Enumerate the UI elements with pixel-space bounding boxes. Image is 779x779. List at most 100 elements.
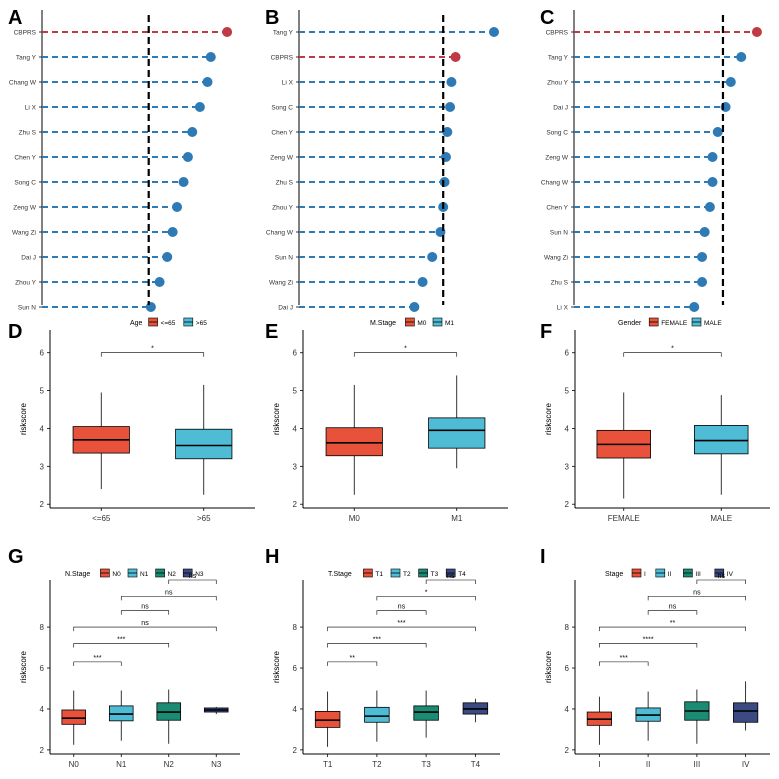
- y-tick-label: 4: [40, 424, 45, 433]
- lollipop-dot: [697, 252, 708, 262]
- panel-letter: C: [540, 7, 554, 29]
- panel-g: G N.Stage N0 N1 N2 N3 2 4 6 8 riskscore N0 N1 N2 N3 ***…: [8, 546, 240, 769]
- y-tick-label: 2: [293, 746, 298, 755]
- x-tick-label: MALE: [710, 514, 732, 523]
- lollipop-dot: [704, 202, 715, 212]
- lollipop-dot: [689, 302, 700, 312]
- legend-entry: III: [695, 571, 701, 578]
- x-tick-label: <=65: [92, 514, 111, 523]
- significance-bracket: [73, 643, 170, 648]
- panel-letter: G: [8, 546, 24, 568]
- lollipop-dot: [427, 252, 438, 262]
- lollipop-dot: [178, 177, 189, 187]
- category-label: Zeng W: [545, 155, 569, 162]
- category-label: Chen Y: [546, 205, 568, 212]
- y-tick-label: 4: [40, 705, 45, 714]
- y-axis-label: riskscore: [544, 402, 553, 435]
- category-label: Song C: [271, 105, 293, 112]
- y-tick-label: 4: [565, 424, 570, 433]
- legend-entry: T4: [458, 571, 466, 578]
- legend-entry: IV: [727, 571, 734, 578]
- significance-bracket: [696, 579, 746, 584]
- lollipop-dot: [154, 277, 165, 287]
- legend-entry: N3: [195, 571, 204, 578]
- y-tick-label: 6: [40, 664, 45, 673]
- significance-bracket: [599, 643, 698, 648]
- category-label: Dai J: [278, 305, 293, 312]
- box: [413, 705, 439, 721]
- lollipop-dot: [417, 277, 428, 287]
- significance-bracket: [327, 626, 476, 632]
- box: [428, 417, 486, 449]
- category-label: Li X: [282, 80, 294, 87]
- box: [694, 425, 749, 455]
- x-tick-label: III: [694, 760, 701, 769]
- significance-bracket: [100, 352, 205, 357]
- x-tick-label: II: [646, 760, 650, 769]
- significance-label: ns: [669, 604, 677, 611]
- y-axis-label: riskscore: [272, 402, 281, 435]
- legend-entry: II: [668, 571, 672, 578]
- panel-letter: H: [265, 546, 279, 568]
- y-tick-label: 3: [40, 462, 45, 471]
- legend-entry: N0: [112, 571, 121, 578]
- significance-label: ***: [93, 655, 101, 662]
- significance-bracket: [599, 661, 649, 666]
- category-label: Song C: [14, 180, 36, 187]
- legend: Age <=65 >65: [130, 317, 207, 327]
- category-label: Zhou Y: [547, 80, 569, 87]
- lollipop-dot: [202, 77, 213, 87]
- category-label: Zhou Y: [272, 205, 294, 212]
- legend-title: N.Stage: [65, 571, 90, 578]
- x-tick-label: N0: [69, 760, 80, 769]
- legend-title: Gender: [618, 320, 642, 327]
- category-label: Tang Y: [273, 30, 294, 37]
- significance-label: ***: [373, 636, 381, 643]
- category-label: Zhu S: [276, 180, 294, 187]
- x-tick-label: M0: [349, 514, 361, 523]
- legend-title: M.Stage: [370, 320, 396, 327]
- x-tick-label: FEMALE: [608, 514, 640, 523]
- category-label: Dai J: [553, 105, 568, 112]
- y-tick-label: 8: [565, 623, 570, 632]
- y-tick-label: 2: [293, 500, 298, 509]
- significance-label: ***: [397, 620, 405, 627]
- box: [314, 711, 341, 728]
- category-label: Tang Y: [16, 55, 37, 62]
- category-label: Dai J: [21, 255, 36, 262]
- y-tick-label: 2: [40, 500, 45, 509]
- lollipop-dot: [707, 177, 718, 187]
- x-tick-label: N2: [164, 760, 175, 769]
- category-label: Sun N: [18, 305, 36, 312]
- lollipop-dot: [172, 202, 183, 212]
- legend: Gender FEMALE MALE: [618, 317, 722, 327]
- legend-entry: T2: [403, 571, 411, 578]
- significance-label: ns: [141, 604, 149, 611]
- lollipop-dot: [445, 102, 456, 112]
- legend-title: Age: [130, 320, 143, 327]
- legend-entry: >65: [196, 320, 207, 327]
- x-tick-label: T1: [323, 760, 333, 769]
- box: [61, 709, 87, 725]
- box: [325, 427, 383, 457]
- significance-bracket: [425, 579, 476, 584]
- y-axis-label: riskscore: [19, 402, 28, 435]
- category-label: Sun N: [275, 255, 293, 262]
- significance-label: ***: [620, 655, 628, 662]
- category-label: Sun N: [550, 230, 568, 237]
- lollipop-dot: [222, 27, 233, 37]
- panel-letter: I: [540, 546, 546, 568]
- x-tick-label: T4: [471, 760, 481, 769]
- lollipop-dot: [439, 177, 450, 187]
- category-label: Chen Y: [271, 130, 293, 137]
- legend-entry: MALE: [704, 320, 722, 327]
- significance-label: ****: [643, 636, 654, 643]
- lollipop-dot: [736, 52, 747, 62]
- category-label: Chang W: [9, 80, 37, 87]
- legend-entry: FEMALE: [661, 320, 688, 327]
- panel-letter: F: [540, 321, 552, 343]
